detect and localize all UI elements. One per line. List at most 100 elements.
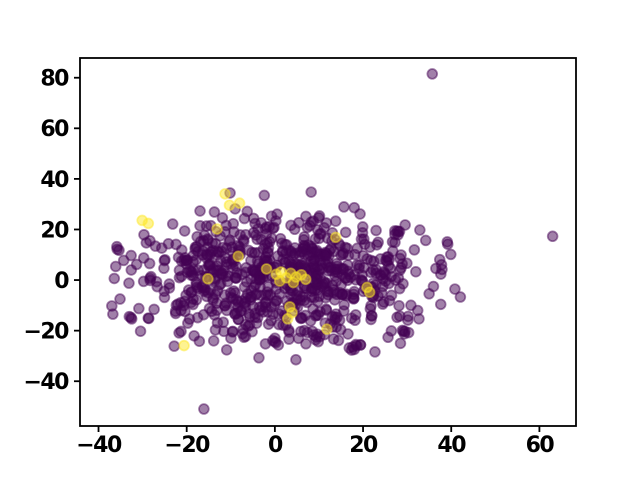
scatter-point — [130, 258, 143, 271]
scatter-point — [125, 249, 137, 262]
scatter-point — [338, 299, 350, 311]
scatter-point — [198, 229, 211, 242]
scatter-point — [123, 310, 136, 323]
scatter-point — [433, 253, 446, 266]
scatter-point — [194, 205, 206, 217]
scatter-point — [323, 261, 336, 274]
scatter-point — [168, 340, 180, 352]
scatter-point — [349, 248, 361, 261]
scatter-point — [181, 254, 194, 266]
scatter-point — [228, 226, 240, 238]
scatter-point — [307, 215, 320, 227]
scatter-point — [434, 298, 447, 311]
scatter-point — [376, 298, 389, 310]
scatter-point — [326, 279, 339, 292]
scatter-point — [225, 332, 237, 344]
scatter-point — [219, 299, 231, 312]
scatter-point — [207, 335, 220, 347]
plot-border — [79, 57, 577, 427]
scatter-point — [377, 280, 389, 293]
x-tick-label: 20 — [349, 433, 378, 458]
scatter-point — [108, 272, 121, 285]
scatter-point — [220, 344, 233, 356]
scatter-point — [240, 261, 252, 274]
x-tick-label: −20 — [164, 433, 210, 458]
scatter-point — [349, 309, 362, 321]
scatter-point — [410, 265, 422, 278]
scatter-point — [182, 317, 194, 329]
scatter-point — [211, 245, 224, 258]
scatter-point — [370, 224, 382, 237]
scatter-point — [253, 352, 265, 364]
scatter-point — [142, 217, 155, 230]
scatter-point — [363, 286, 376, 298]
scatter-point — [114, 293, 126, 305]
scatter-point — [143, 312, 155, 325]
scatter-point — [281, 313, 294, 325]
scatter-point — [206, 237, 219, 249]
y-tick-label: 20 — [40, 218, 69, 243]
scatter-point — [283, 324, 295, 336]
scatter-point — [172, 298, 184, 310]
y-tick-label: −40 — [23, 370, 69, 395]
scatter-point — [113, 244, 125, 257]
scatter-point — [287, 276, 300, 289]
scatter-point — [413, 313, 425, 325]
scatter-point — [449, 283, 461, 295]
scatter-point — [307, 258, 319, 270]
scatter-point — [109, 260, 122, 273]
scatter-point — [369, 346, 381, 358]
scatter-point — [270, 336, 282, 349]
scatter-point — [394, 264, 406, 277]
scatter-point — [190, 276, 202, 289]
scatter-point — [396, 324, 409, 337]
scatter-point — [393, 299, 405, 312]
x-tick-label: −40 — [76, 433, 122, 458]
scatter-point — [205, 305, 218, 318]
scatter-point — [180, 289, 192, 301]
scatter-point — [394, 337, 407, 350]
scatter-point — [238, 212, 251, 225]
scatter-point — [106, 300, 118, 312]
x-tick-label: 0 — [268, 433, 283, 458]
scatter-point — [436, 263, 448, 276]
scatter-point — [223, 199, 236, 211]
scatter-point — [216, 212, 229, 224]
scatter-point — [178, 225, 191, 237]
scatter-point — [339, 226, 352, 239]
scatter-point — [365, 313, 377, 326]
scatter-point — [257, 243, 270, 255]
scatter-point — [285, 219, 297, 232]
scatter-point — [276, 245, 289, 257]
y-tick-label: 40 — [40, 168, 69, 193]
scatter-point — [296, 312, 308, 324]
scatter-point — [208, 206, 221, 218]
scatter-point — [314, 228, 326, 240]
scatter-point — [138, 229, 150, 241]
scatter-point — [238, 281, 251, 293]
scatter-point — [219, 188, 231, 200]
scatter-point — [365, 266, 377, 279]
scatter-point — [364, 303, 377, 315]
scatter-point — [334, 323, 347, 336]
scatter-point — [274, 232, 287, 245]
scatter-point — [143, 257, 156, 270]
scatter-point — [219, 289, 231, 301]
scatter-point — [426, 68, 439, 80]
scatter-point — [405, 299, 417, 312]
scatter-point — [454, 291, 467, 303]
scatter-point — [321, 323, 333, 335]
scatter-point — [215, 267, 228, 279]
scatter-point — [350, 274, 362, 286]
scatter-point — [371, 239, 383, 251]
scatter-point — [401, 257, 413, 270]
scatter-point — [198, 403, 210, 415]
points-layer — [106, 68, 559, 415]
scatter-point — [231, 266, 243, 279]
scatter-point — [190, 294, 203, 306]
scatter-point — [305, 186, 317, 198]
scatter-point — [123, 277, 135, 289]
scatter-point — [320, 249, 333, 262]
